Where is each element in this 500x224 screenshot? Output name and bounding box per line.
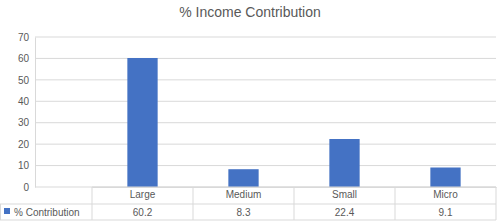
y-tick: 20 [18,139,35,150]
legend-key [4,208,10,214]
y-axis-line [35,38,36,188]
grid-line [35,58,496,59]
x-tick-label: Small [332,189,357,200]
x-tick: Small [332,187,357,200]
y-tick: 30 [18,117,35,128]
x-tick: Medium [226,187,262,200]
x-tick: Micro [433,187,458,200]
y-tick: 60 [18,53,35,64]
table-line [193,187,194,220]
bar [430,168,460,188]
table-line [92,187,93,220]
y-tick: 70 [18,32,35,43]
y-tick-label: 30 [18,117,30,128]
y-tick: 40 [18,96,35,107]
y-tick-label: 10 [18,160,30,171]
grid-line [35,165,496,166]
table-line [496,187,497,220]
y-tick-label: 20 [18,139,30,150]
bar [228,169,258,187]
y-tick-label: 60 [18,53,30,64]
data-label: 8.3 [237,207,251,218]
x-tick: Large [130,187,156,200]
y-axis: 0 10 20 30 40 50 60 70 [18,32,36,193]
grid-line [35,79,496,80]
grid-line [35,101,496,102]
data-label: 22.4 [335,207,355,218]
bars [127,58,460,187]
data-label: 9.1 [439,207,453,218]
table-line [395,187,396,220]
x-axis-line [93,187,497,188]
data-table: % Contribution 60.2 8.3 22.4 9.1 [0,187,496,220]
grid-line [35,37,496,38]
x-tick-label: Medium [226,189,262,200]
x-tick-label: Micro [433,189,458,200]
y-tick: 0 [23,182,35,193]
table-line [0,204,496,205]
x-axis: Large Medium Small Micro [93,187,497,200]
grid-line [35,187,496,188]
bar [127,58,157,187]
chart: % Income Contribution 0 10 20 30 40 50 60 70 % Co… [0,0,500,224]
grid-line [35,144,496,145]
legend-label: % Contribution [14,207,80,218]
table-line [0,220,496,221]
title: % Income Contribution [179,4,321,20]
grid-line [35,122,496,123]
y-tick: 50 [18,75,35,86]
y-tick-label: 50 [18,75,30,86]
x-tick-label: Large [130,189,156,200]
y-tick-label: 70 [18,32,30,43]
table-line [0,204,1,220]
grid [35,37,496,187]
y-tick-label: 40 [18,96,30,107]
y-tick: 10 [18,160,35,171]
bar [329,139,359,187]
data-label: 60.2 [133,207,153,218]
table-line [92,187,496,188]
table-line [294,187,295,220]
y-tick-label: 0 [23,182,29,193]
